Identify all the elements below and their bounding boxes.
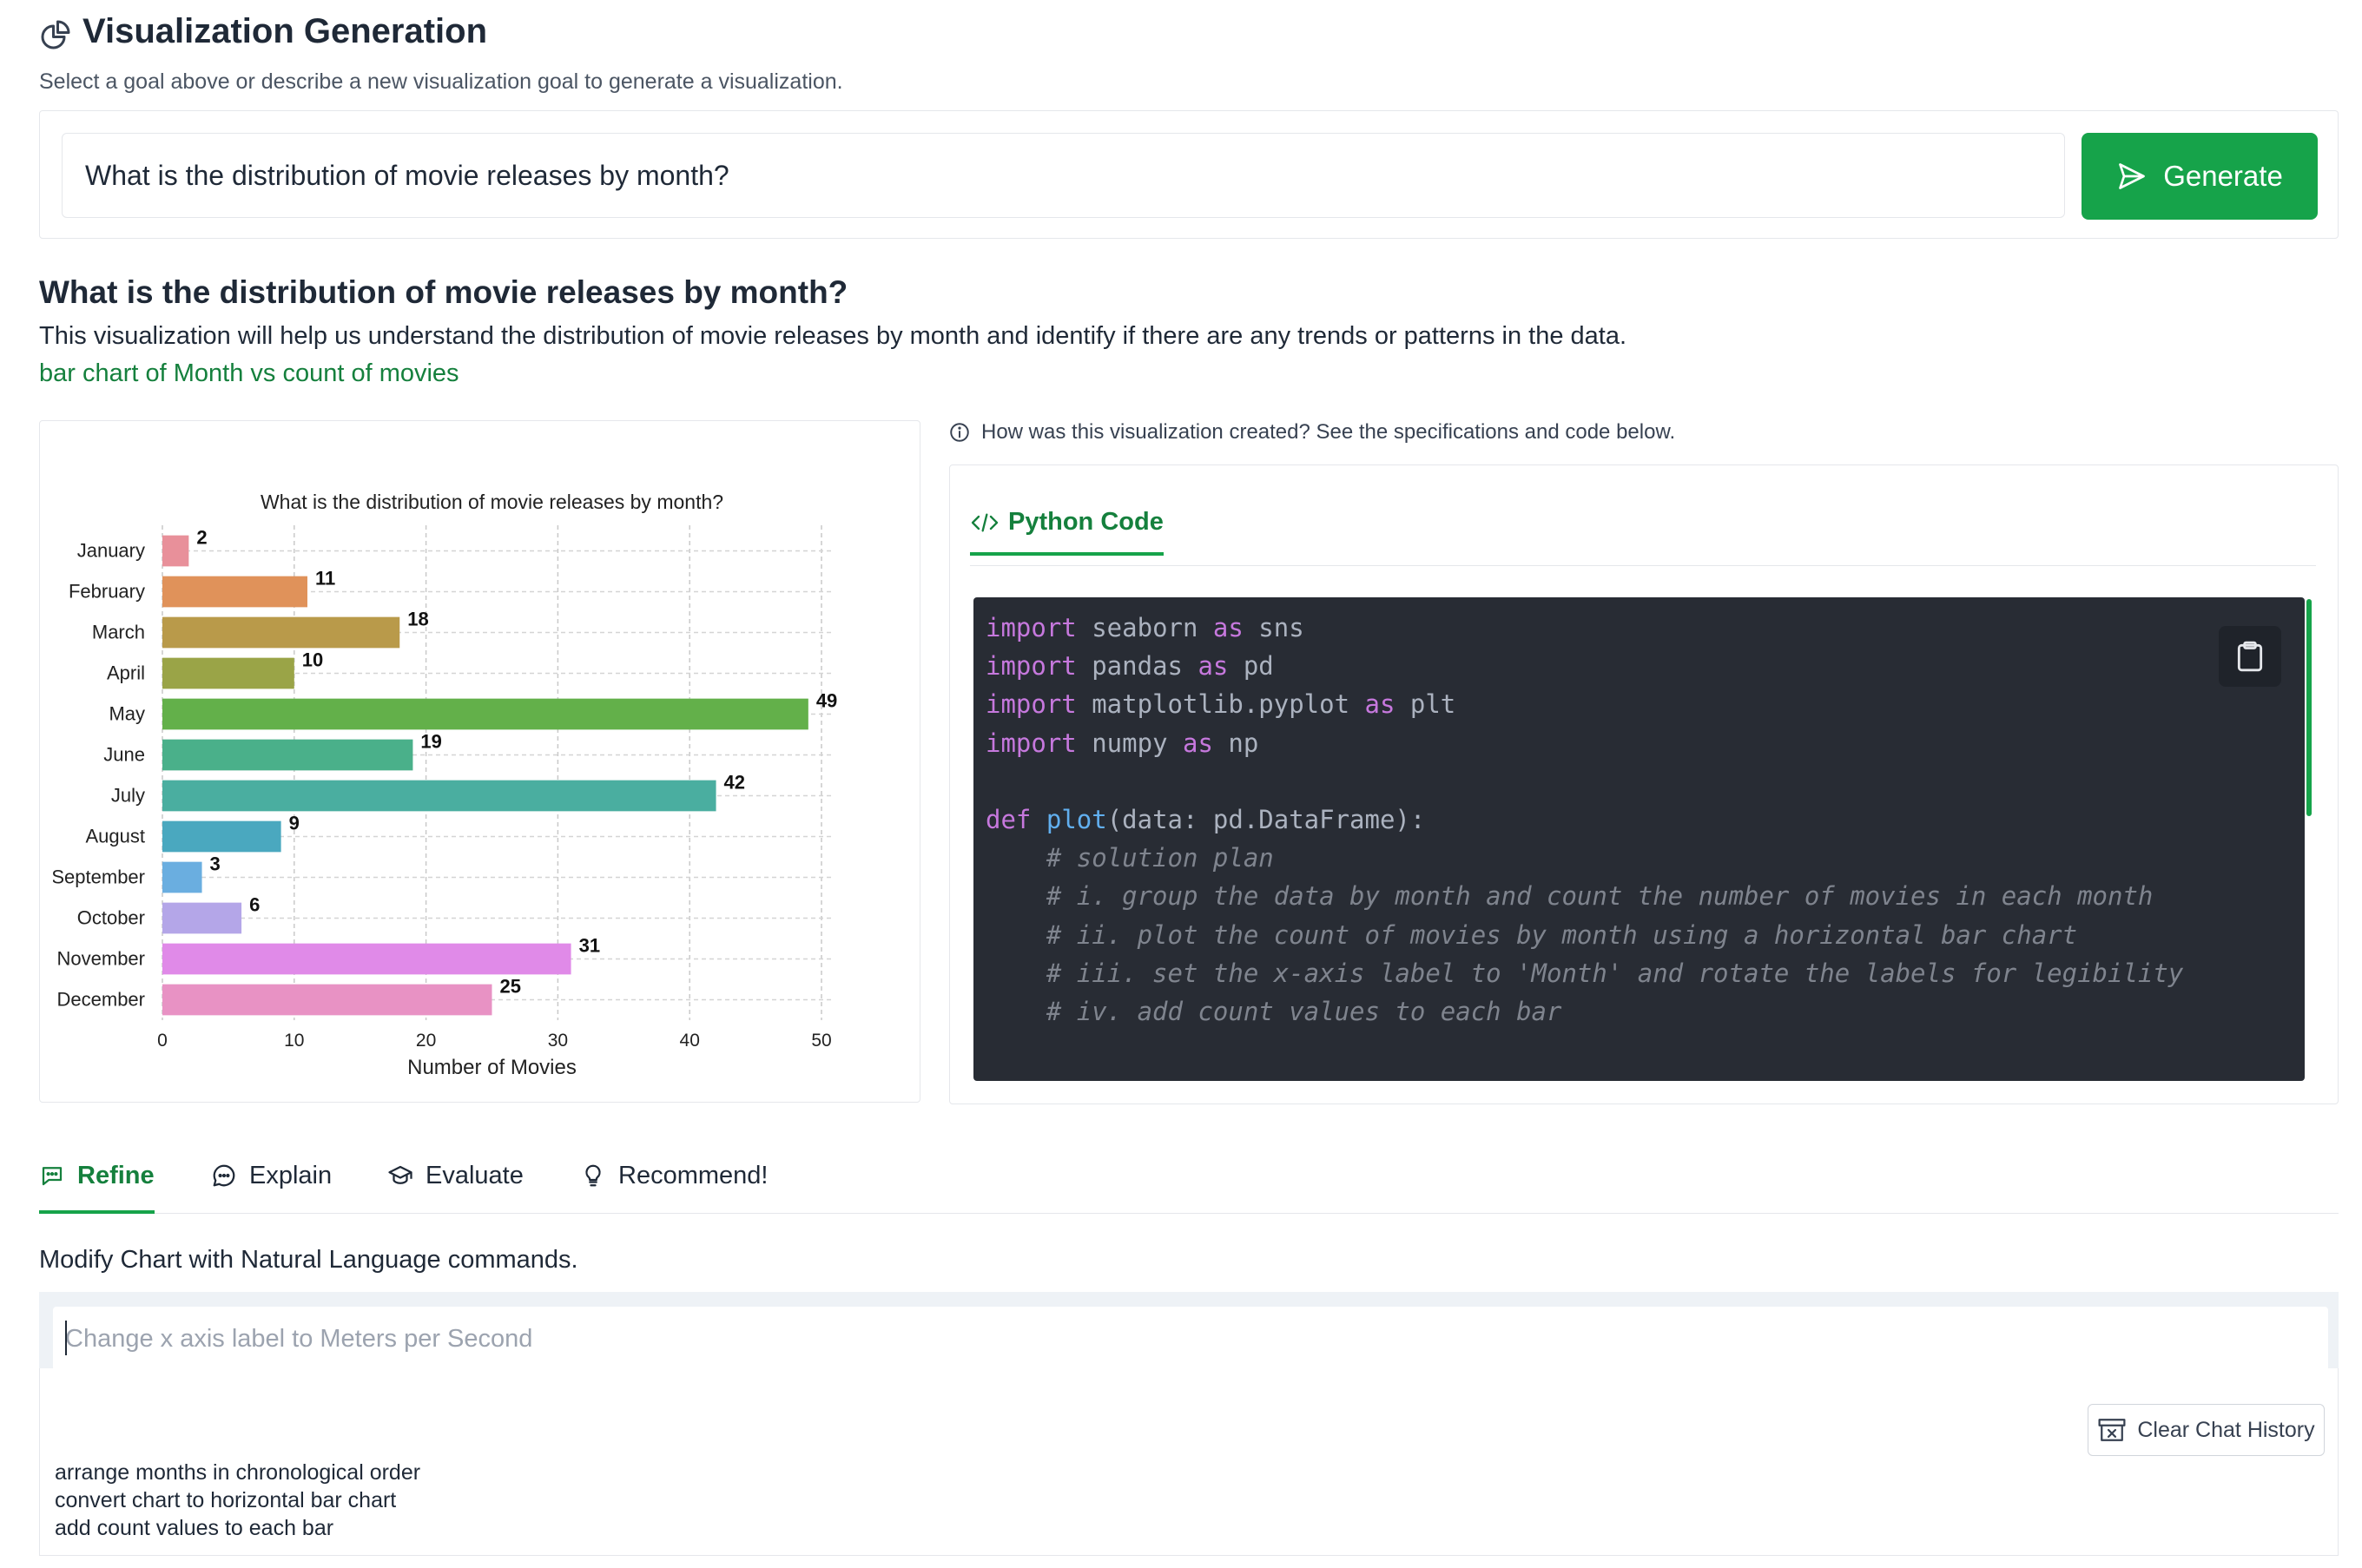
bar [162,861,202,893]
y-tick-label: January [77,540,145,562]
tab-recommend[interactable]: Recommend! [580,1155,768,1196]
info-text: How was this visualization created? See … [981,420,1676,444]
x-tick-label: 30 [548,1031,568,1051]
active-tab-indicator [39,1210,155,1214]
y-tick-label: March [92,622,145,643]
y-tick-label: August [86,826,146,847]
history-item: convert chart to horizontal bar chart [55,1488,397,1512]
bar [162,780,716,812]
bar-value-label: 9 [289,813,300,834]
lightbulb-icon [585,1164,601,1187]
bar [162,739,413,771]
y-tick-label: May [109,703,145,725]
bar [162,698,808,730]
x-tick-label: 0 [157,1031,168,1051]
bar-value-label: 19 [420,731,441,753]
bar-value-label: 2 [196,527,207,549]
bar [162,616,400,649]
bar-value-label: 6 [249,894,260,916]
info-icon [950,423,969,442]
info-note: How was this visualization created? See … [948,420,1675,445]
y-tick-label: October [77,907,145,929]
clear-chat-history-label: Clear Chat History [2137,1417,2315,1442]
archive-x-icon [2098,1419,2126,1441]
refine-caption: Modify Chart with Natural Language comma… [39,1246,578,1274]
refine-input[interactable] [53,1307,2328,1371]
python-code: import seaborn as sns import pandas as p… [986,613,2184,1027]
clear-chat-history-button[interactable]: Clear Chat History [2088,1404,2325,1456]
generate-button[interactable]: Generate [2082,133,2318,220]
tab-explain[interactable]: Explain [211,1155,332,1196]
page-subtitle: Select a goal above or describe a new vi… [39,69,843,94]
y-tick-label: February [69,581,145,603]
goal-input[interactable] [62,133,2065,218]
visualization-type: bar chart of Month vs count of movies [39,359,459,387]
generate-label: Generate [2163,160,2283,192]
tab-recommend-label: Recommend! [618,1161,769,1189]
graduation-cap-icon [388,1165,412,1184]
bar-value-label: 42 [724,772,745,794]
bar-value-label: 3 [210,853,221,875]
bar [162,535,189,567]
tab-explain-label: Explain [249,1161,333,1189]
code-scrollbar[interactable] [2306,599,2312,816]
bar-value-label: 25 [500,976,521,998]
bar [162,820,281,853]
x-tick-label: 20 [416,1031,436,1051]
copy-code-button[interactable] [2219,626,2281,687]
bar-value-label: 31 [579,935,600,957]
y-tick-label: June [103,744,145,766]
bar [162,943,571,975]
send-icon [2119,163,2146,189]
history-item: add count values to each bar [55,1516,334,1540]
visualization-description: This visualization will help us understa… [39,322,1627,350]
code-block[interactable]: import seaborn as sns import pandas as p… [973,597,2305,1081]
tab-refine-label: Refine [77,1161,155,1189]
history-item: arrange months in chronological order [55,1460,421,1485]
bar-value-label: 18 [407,609,428,630]
y-tick-label: November [57,948,145,970]
bar [162,984,492,1016]
divider [970,565,2316,566]
tab-evaluate[interactable]: Evaluate [387,1155,524,1196]
y-tick-label: December [57,989,145,1011]
x-tick-label: 50 [811,1031,831,1051]
bar [162,576,307,608]
tab-python-code-label: Python Code [1008,508,1164,536]
page-title: Visualization Generation [82,12,488,50]
y-tick-label: September [51,866,145,888]
bar-value-label: 10 [302,649,323,671]
clipboard-icon [2237,641,2263,672]
x-tick-label: 10 [284,1031,304,1051]
goal-form [39,110,2339,239]
bar-chart: What is the distribution of movie releas… [51,491,837,1079]
tab-refine[interactable]: Refine [39,1155,155,1196]
text-cursor [65,1321,67,1355]
chart-title: What is the distribution of movie releas… [261,491,723,513]
bar-value-label: 49 [816,690,837,712]
tabs-divider [39,1213,2339,1214]
bar-value-label: 11 [315,568,335,590]
y-tick-label: April [107,662,145,684]
code-icon [971,513,999,531]
y-tick-label: July [111,785,145,807]
tab-evaluate-label: Evaluate [426,1161,524,1189]
tab-python-code[interactable]: Python Code [970,508,1164,556]
chat-dots-icon [213,1164,235,1187]
x-tick-label: 40 [680,1031,700,1051]
bar [162,657,294,689]
visualization-title: What is the distribution of movie releas… [39,274,848,310]
bar [162,902,242,934]
chat-bubble-icon [42,1167,63,1186]
pie-chart-icon [41,20,70,49]
x-axis-label: Number of Movies [407,1056,577,1079]
chat-history-panel [39,1368,2339,1556]
